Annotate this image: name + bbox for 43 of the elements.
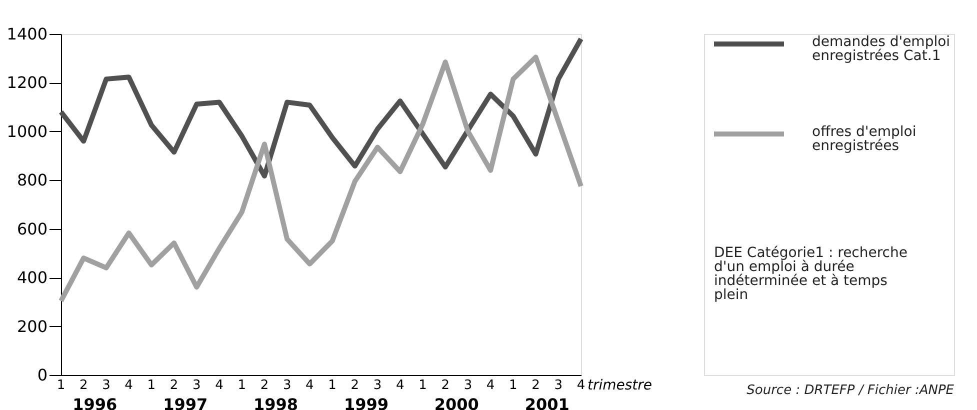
legend-label: demandes d'emploi enregistrées Cat.1 bbox=[812, 34, 950, 64]
text: 1998 bbox=[254, 395, 298, 410]
x-tick-label: 2 bbox=[441, 378, 450, 393]
x-tick-label: 2 bbox=[350, 378, 360, 393]
y-tick-label: 200 bbox=[16, 316, 48, 336]
x-axis-title: trimestre bbox=[588, 378, 652, 394]
y-tick-label: 800 bbox=[16, 170, 48, 190]
x-tick-label: 3 bbox=[373, 378, 382, 393]
x-tick-label: 3 bbox=[554, 378, 563, 393]
x-tick-label: 3 bbox=[464, 378, 472, 393]
text: 1996 bbox=[72, 395, 118, 410]
x-tick-label: 4 bbox=[124, 378, 133, 393]
x-tick-label: 1 bbox=[509, 378, 518, 393]
text: 1997 bbox=[163, 395, 208, 410]
text: 2000 bbox=[434, 395, 479, 410]
x-tick-label: 3 bbox=[282, 378, 292, 393]
x-tick-label: 3 bbox=[192, 378, 201, 393]
y-tick-label: 400 bbox=[16, 268, 48, 288]
x-tick-label: 2 bbox=[79, 378, 88, 393]
x-tick-label: 3 bbox=[102, 378, 110, 393]
x-tick-label: 1 bbox=[238, 378, 246, 393]
x-tick-label: 1 bbox=[147, 378, 156, 393]
text: 2001 bbox=[524, 395, 570, 410]
y-tick-label: 0 bbox=[37, 366, 48, 384]
x-tick-label: 2 bbox=[260, 378, 269, 393]
x-tick-label: 4 bbox=[396, 378, 404, 393]
source-note: Source : DRTEFP / Fichier :ANPE bbox=[746, 383, 955, 398]
y-tick-label: 600 bbox=[16, 219, 48, 238]
x-tick-label: 4 bbox=[486, 378, 495, 393]
x-tick-label: 1 bbox=[56, 378, 66, 393]
legend-label: offres d'emploi enregistrées bbox=[812, 124, 916, 154]
text: 1999 bbox=[344, 395, 388, 410]
x-tick-label: 1 bbox=[328, 378, 336, 393]
x-tick-label: 2 bbox=[170, 378, 178, 393]
x-tick-label: 1 bbox=[418, 378, 427, 393]
x-tick-label: 2 bbox=[532, 378, 540, 393]
y-tick-label: 1400 bbox=[6, 24, 48, 44]
text: DEE Catégorie1 : recherche d'un emploi à durée indéterminée et à temps plein bbox=[714, 245, 908, 303]
x-tick-label: 4 bbox=[215, 378, 224, 393]
x-tick-label: 4 bbox=[576, 378, 586, 393]
x-tick-label: 4 bbox=[306, 378, 314, 393]
y-tick-label: 1200 bbox=[6, 73, 48, 92]
y-tick-label: 1000 bbox=[6, 122, 48, 141]
